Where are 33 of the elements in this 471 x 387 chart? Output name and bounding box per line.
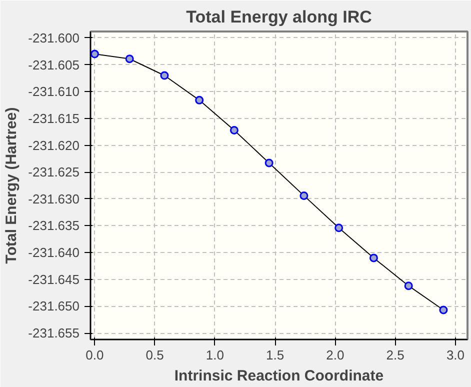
x-tick-label: 0.0 [86, 348, 104, 362]
point [300, 191, 308, 200]
point [404, 282, 413, 290]
y-axis-title: Total Energy (Hartree) [3, 107, 20, 264]
y-tick-label: -231.640 [28, 245, 80, 260]
x-tick-label: 0.5 [146, 348, 164, 362]
x-tick-label: 2.5 [386, 348, 404, 362]
point [369, 254, 378, 262]
x-tick-label: 1.5 [266, 348, 284, 362]
y-tick-label: -231.625 [28, 164, 80, 180]
y-tick-label: -231.655 [28, 326, 80, 341]
x-axis-title: Intrinsic Reaction Coordinate [174, 368, 384, 384]
y-tick-label: -231.600 [28, 30, 80, 46]
point [160, 71, 169, 80]
point [230, 126, 238, 134]
y-tick-label: -231.620 [28, 138, 80, 153]
point [264, 158, 274, 168]
x-tick-label: 2.0 [326, 348, 344, 362]
x-tick-label: 1.0 [206, 348, 224, 362]
y-tick-label: -231.610 [28, 84, 80, 100]
point [334, 224, 344, 232]
y-tick-label: -231.605 [28, 57, 80, 72]
point [439, 306, 448, 314]
y-tick-label: -231.615 [28, 110, 80, 126]
point [195, 96, 204, 104]
point [90, 50, 99, 58]
point [125, 54, 134, 64]
chart-title: Total Energy along IRC [186, 8, 372, 26]
x-tick-label: 3.0 [446, 348, 465, 362]
y-tick-label: -231.650 [28, 298, 80, 314]
y-tick-label: -231.630 [28, 191, 80, 206]
y-tick-label: -231.645 [28, 272, 80, 287]
y-tick-label: -231.635 [28, 218, 80, 234]
